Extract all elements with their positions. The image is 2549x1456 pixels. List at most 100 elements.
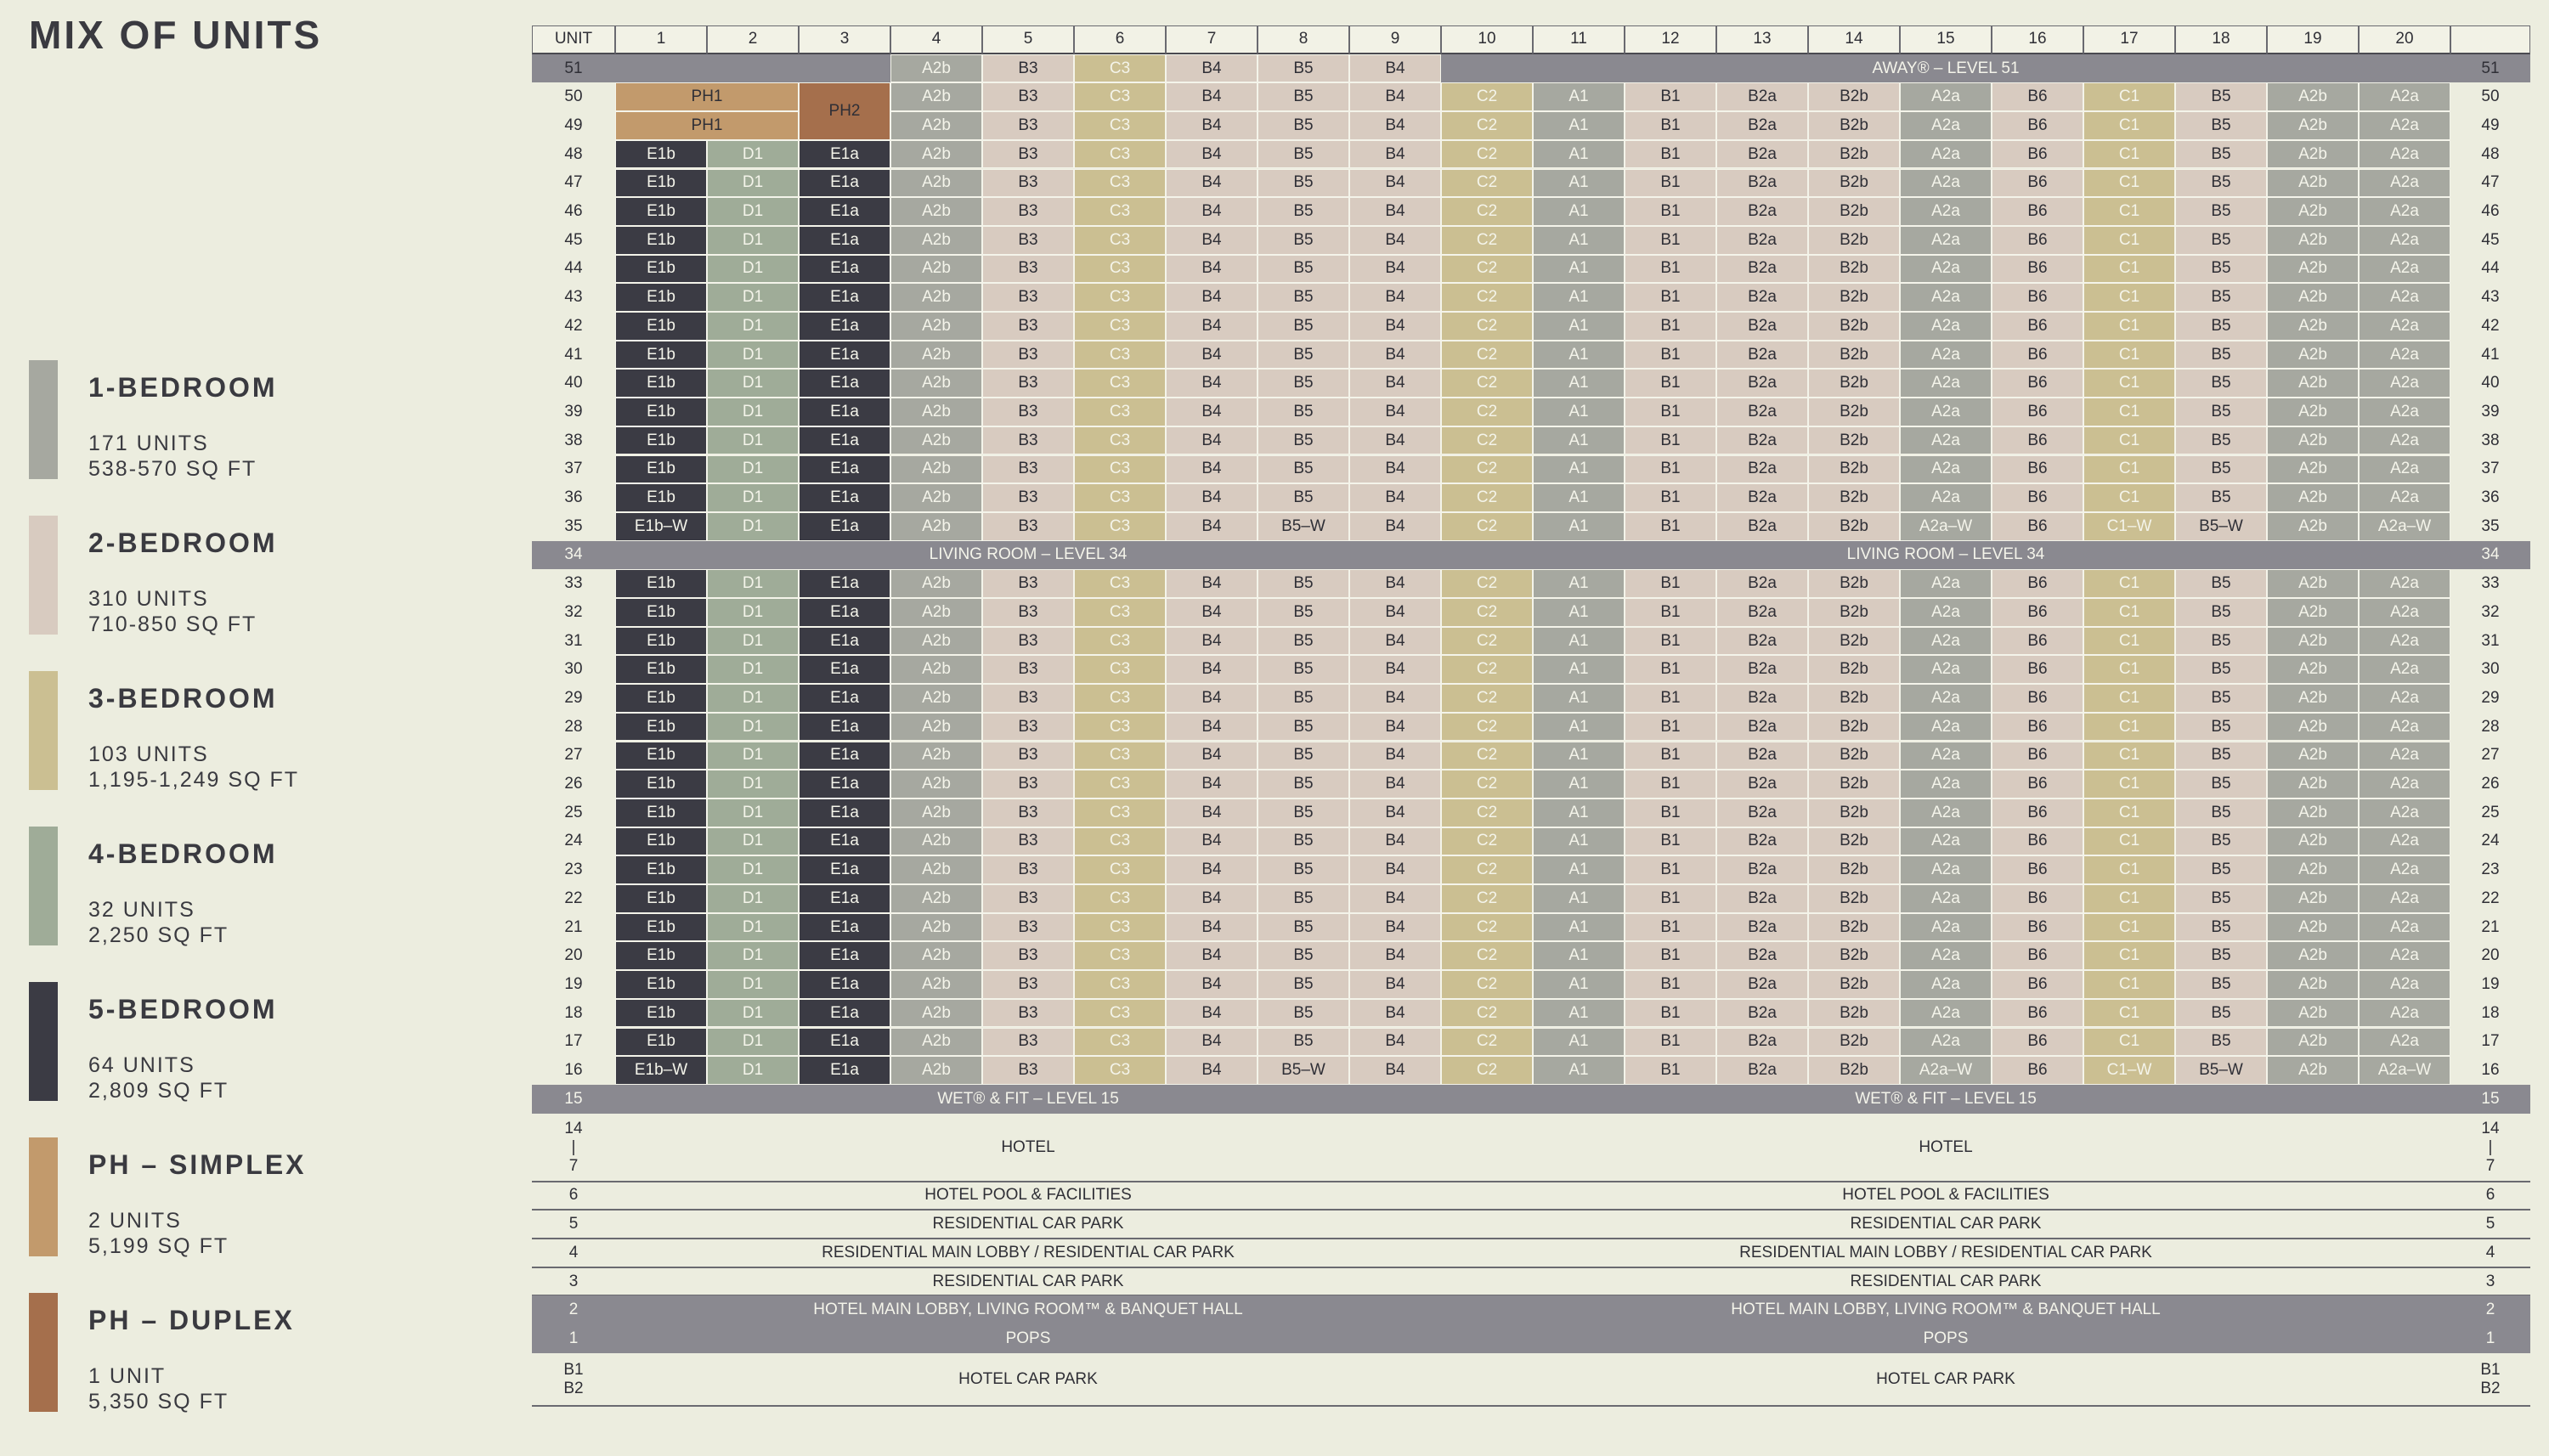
unit-cell: A2b	[890, 998, 982, 1028]
unit-cell: B2a	[1716, 340, 1808, 370]
unit-cell: B4	[1349, 655, 1441, 685]
unit-cell: A1	[1533, 312, 1625, 341]
level-label: 15	[564, 1089, 583, 1108]
unit-cell: D1	[707, 398, 799, 426]
unit-cell: B2b	[1808, 483, 1900, 512]
column-header: 11	[1533, 25, 1625, 54]
unit-cell: B6	[1992, 855, 2083, 884]
unit-cell: B3	[982, 340, 1074, 370]
unit-cell: E1b	[615, 912, 707, 942]
unit-cell: A1	[1533, 369, 1625, 398]
unit-cell: E1b	[615, 998, 707, 1028]
unit-cell: C2	[1441, 197, 1533, 226]
unit-cell: A2b	[2267, 855, 2359, 884]
unit-cell: B4	[1349, 340, 1441, 370]
unit-cell: A2a	[1900, 941, 1992, 971]
unit-cell: A2b	[890, 54, 982, 83]
unit-cell: E1b	[615, 225, 707, 255]
unit-cell: C2	[1441, 569, 1533, 598]
unit-cell: B5	[2175, 798, 2267, 827]
unit-cell: A1	[1533, 884, 1625, 913]
column-header: 19	[2267, 25, 2359, 54]
legend-sqft: 710-850 SQ FT	[88, 612, 257, 636]
unit-cell: B6	[1992, 454, 2083, 484]
unit-cell: A2a	[1900, 369, 1992, 398]
unit-cell: B3	[982, 139, 1074, 169]
unit-cell: B4	[1166, 1056, 1258, 1085]
level-label-line: B1	[563, 1360, 584, 1379]
unit-cell: A2a	[1900, 426, 1992, 455]
unit-cell: E1a	[799, 598, 890, 627]
unit-cell: C1	[2083, 626, 2175, 656]
unit-cell: C1	[2083, 598, 2175, 627]
unit-cell: B2b	[1808, 912, 1900, 942]
level-label: 45	[564, 230, 583, 249]
unit-cell: B5	[1258, 941, 1349, 971]
column-header: 3	[799, 25, 890, 54]
unit-cell: B5	[2175, 741, 2267, 770]
unit-cell: C2	[1441, 1027, 1533, 1057]
unit-cell: B5	[2175, 254, 2267, 284]
unit-cell: B5	[1258, 970, 1349, 999]
unit-cell: B4	[1166, 111, 1258, 140]
level-label: 23	[2481, 861, 2500, 879]
unit-cell: B2b	[1808, 741, 1900, 770]
unit-cell: A2a	[2359, 598, 2450, 627]
unit-cell: B1	[1625, 111, 1716, 140]
unit-cell: A1	[1533, 941, 1625, 971]
unit-cell: B4	[1349, 426, 1441, 455]
unit-cell: B4	[1349, 369, 1441, 398]
unit-cell: B4	[1349, 798, 1441, 827]
level-label-line: 5	[568, 1215, 579, 1233]
unit-cell: C2	[1441, 1056, 1533, 1085]
unit-cell: D1	[707, 254, 799, 284]
unit-cell: B5	[2175, 197, 2267, 226]
unit-cell: B5	[2175, 998, 2267, 1028]
unit-cell: E1b–W	[615, 511, 707, 541]
unit-cell: A2a	[2359, 82, 2450, 112]
level-label: 40	[564, 374, 583, 392]
unit-cell: B4	[1166, 598, 1258, 627]
unit-cell: B4	[1349, 398, 1441, 426]
floor-band	[532, 540, 2530, 570]
unit-cell: A2b	[890, 1056, 982, 1085]
unit-cell: A2a	[2359, 884, 2450, 913]
page-title: MIX OF UNITS	[29, 13, 323, 57]
unit-cell: A2b	[890, 741, 982, 770]
level-label: 4	[2450, 1239, 2530, 1267]
level-label: 19	[2481, 974, 2500, 993]
unit-cell: A1	[1533, 855, 1625, 884]
unit-cell: B2b	[1808, 139, 1900, 169]
unit-cell: B3	[982, 82, 1074, 112]
unit-cell: A2b	[890, 598, 982, 627]
unit-cell: C2	[1441, 283, 1533, 312]
podium-label: HOTEL	[1919, 1137, 1973, 1156]
unit-cell: B4	[1166, 483, 1258, 512]
unit-cell: C2	[1441, 398, 1533, 426]
unit-cell: B6	[1992, 511, 2083, 541]
level-label: 48	[2481, 144, 2500, 163]
unit-cell: A2b	[2267, 225, 2359, 255]
unit-cell: A2b	[890, 712, 982, 742]
unit-cell: A2b	[890, 139, 982, 169]
podium-label: HOTEL MAIN LOBBY, LIVING ROOM™ & BANQUET…	[813, 1301, 1243, 1319]
unit-cell: B3	[982, 655, 1074, 685]
unit-cell: A1	[1533, 398, 1625, 426]
unit-cell: B5–W	[2175, 511, 2267, 541]
unit-cell: B4	[1349, 254, 1441, 284]
level-label: 44	[2481, 259, 2500, 278]
unit-cell: A2b	[2267, 1056, 2359, 1085]
unit-cell: B6	[1992, 1056, 2083, 1085]
unit-cell: A2a	[1900, 626, 1992, 656]
unit-cell: A2b	[890, 1027, 982, 1057]
unit-cell: E1b	[615, 426, 707, 455]
level-label: 27	[2481, 746, 2500, 765]
unit-cell: PH1	[615, 82, 799, 112]
unit-cell: B5	[1258, 827, 1349, 856]
unit-cell: C1	[2083, 369, 2175, 398]
unit-cell: E1b	[615, 340, 707, 370]
unit-cell: B2a	[1716, 626, 1808, 656]
unit-cell: A2b	[2267, 626, 2359, 656]
unit-cell: A2b	[890, 684, 982, 713]
level-label: 43	[564, 288, 583, 307]
